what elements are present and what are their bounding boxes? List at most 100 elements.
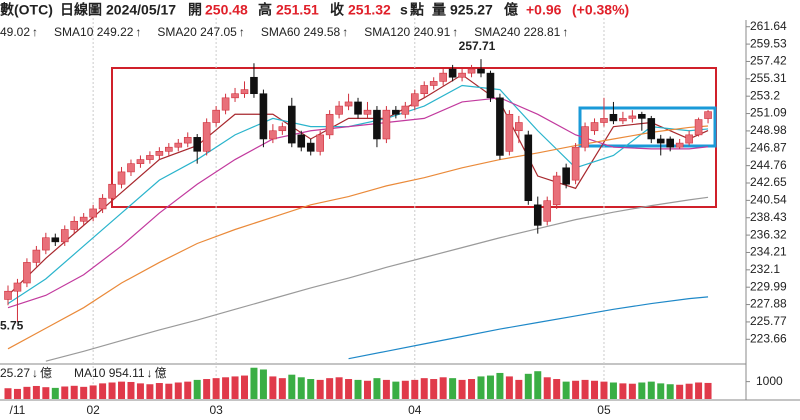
volume-legend: 億 (40, 366, 52, 380)
candle-body (316, 134, 324, 152)
legend-trend: ↑ (452, 25, 458, 39)
volume-bar (222, 377, 230, 399)
candle-body (600, 118, 608, 123)
candle-body (363, 109, 372, 115)
y-tick-label: 257.42 (750, 54, 787, 68)
volume-bar (685, 383, 693, 399)
volume-bar (127, 381, 135, 399)
volume-legend: 億 (155, 366, 167, 380)
volume-bar (307, 379, 315, 399)
candle-body (675, 142, 684, 148)
volume-bar (80, 386, 88, 399)
volume-bar (373, 378, 381, 399)
close-value: 251.32 (348, 2, 391, 18)
candle-body (202, 122, 211, 152)
candle-body (628, 115, 637, 119)
volume-bar (562, 381, 570, 399)
ma-line (7, 125, 709, 350)
volume-legend: 25.27 (0, 366, 30, 380)
volume-bar (572, 380, 580, 399)
volume-bar (477, 376, 485, 399)
y-tick-label: 225.77 (750, 314, 787, 328)
change: +0.96 (526, 2, 562, 18)
volume-bar (609, 382, 617, 399)
volume-bar (704, 382, 712, 399)
volume-bar (4, 388, 12, 399)
volume-bar (524, 373, 532, 399)
candle-body (562, 167, 570, 185)
candle-body (221, 97, 230, 111)
candle-body (335, 105, 343, 115)
y-tick-label: 1000 (756, 374, 783, 388)
y-tick-label: 253.2 (750, 88, 780, 102)
candle-body (410, 93, 419, 107)
legend-entry: SMA10 249.22 (54, 25, 134, 39)
date: 2024/05/17 (106, 2, 176, 18)
candle-body (552, 175, 561, 206)
candle-body (146, 155, 154, 160)
legend-entry: SMA240 228.81 (474, 25, 560, 39)
candle-body (127, 163, 135, 173)
legend-trend: ↑ (32, 25, 38, 39)
candle-body (581, 126, 589, 148)
candle-body (590, 122, 599, 132)
ma-line (45, 196, 709, 362)
annotation: 5.75 (0, 318, 24, 332)
candle-body (515, 122, 523, 132)
candle-body (325, 113, 334, 136)
volume-bar (354, 379, 362, 399)
volume-bar (657, 383, 665, 399)
candle-body (429, 81, 438, 86)
x-tick-label: 03 (209, 403, 223, 417)
candle-body (694, 119, 703, 136)
volume-bar (496, 372, 504, 399)
volume-bar (32, 385, 40, 399)
volume-bar (581, 379, 589, 399)
candle-body (79, 216, 88, 222)
candle-body (4, 290, 12, 300)
y-tick-label: 227.88 (750, 297, 787, 311)
x-tick-label: 04 (408, 403, 422, 417)
y-tick-label: 246.87 (750, 140, 787, 154)
y-tick-label: 240.54 (750, 193, 787, 207)
y-tick-label: 236.32 (750, 227, 787, 241)
candle-body (32, 249, 41, 263)
volume-bar (269, 376, 277, 399)
volume-legend: ↓ (147, 366, 153, 380)
candle-body (297, 134, 306, 148)
y-tick-label: 229.99 (750, 279, 787, 293)
volume-bar (13, 388, 21, 399)
volume-bar (118, 381, 126, 399)
legend-trend: ↑ (239, 25, 245, 39)
candle-body (250, 76, 258, 95)
candle-body (193, 137, 201, 152)
volume-bar (212, 378, 220, 399)
x-tick-label: 05 (597, 403, 611, 417)
candle-body (373, 109, 381, 140)
header: 數(OTC) 日線圖 2024/05/17 開 250.48 高 251.51 … (0, 2, 629, 18)
volume-bar (288, 374, 296, 399)
volume-bar (146, 384, 154, 399)
high-label: 高 (258, 2, 272, 18)
volume-bar (676, 384, 684, 399)
candle-body (401, 105, 410, 115)
volume-bar (241, 375, 248, 399)
y-tick-label: 223.66 (750, 331, 787, 345)
open-value: 250.48 (205, 2, 248, 18)
y-tick-label: 248.98 (750, 123, 787, 137)
candle-body (23, 262, 31, 284)
volume-bar (486, 375, 494, 399)
annotation: 257.71 (459, 39, 496, 53)
y-tick-label: 255.31 (750, 71, 787, 85)
volume-bar (316, 379, 324, 399)
candle-body (344, 101, 353, 107)
candle-body (571, 146, 580, 181)
candle-body (306, 142, 315, 152)
legend-trend: ↑ (135, 25, 141, 39)
volume-bar (534, 371, 542, 399)
symbol: 數(OTC) (0, 2, 53, 18)
candle-body (354, 101, 362, 115)
volume-bar (619, 383, 627, 399)
candle-body (666, 138, 675, 148)
